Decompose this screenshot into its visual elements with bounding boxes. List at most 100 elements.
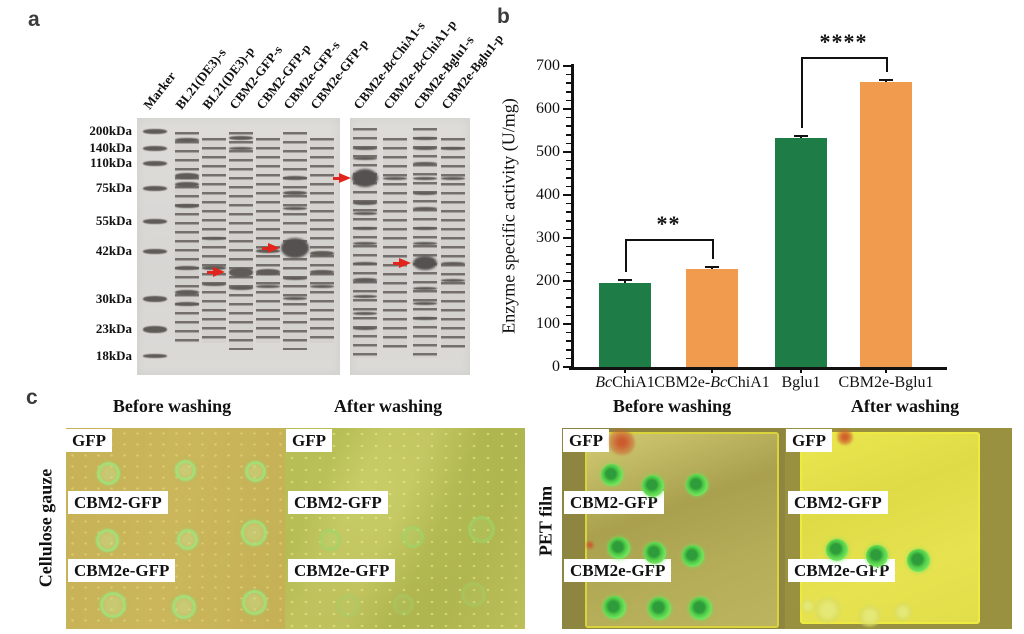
marker-weight-label: 23kDa bbox=[95, 321, 132, 336]
fluorescent-spot bbox=[467, 515, 495, 543]
gel-band bbox=[353, 201, 377, 205]
gel-band-strong bbox=[413, 256, 437, 270]
y-minor-tick bbox=[566, 159, 571, 162]
row-label: CBM2e-GFP bbox=[68, 559, 176, 583]
fluorescent-spot bbox=[608, 537, 630, 559]
sig-bracket-top bbox=[801, 56, 889, 60]
gel-band bbox=[353, 278, 377, 282]
fluorescent-spot bbox=[859, 605, 881, 627]
fluorescent-spot bbox=[894, 603, 912, 621]
y-tick-label: 200 bbox=[536, 272, 560, 289]
gel-band bbox=[175, 204, 199, 208]
y-minor-tick bbox=[566, 116, 571, 119]
error-whisker bbox=[624, 279, 626, 284]
side-label-pet-film: PET film bbox=[535, 485, 556, 557]
sig-bracket-left bbox=[625, 238, 628, 272]
significance-stars: ** bbox=[656, 210, 681, 236]
gel-band bbox=[283, 191, 307, 195]
bar-BcChiA1 bbox=[599, 283, 651, 367]
sig-bracket-right bbox=[712, 238, 715, 260]
y-tick-label: 100 bbox=[536, 315, 560, 332]
y-major-tick bbox=[563, 151, 571, 153]
gel-band bbox=[143, 160, 167, 166]
x-category-label: BcChiA1 bbox=[595, 374, 655, 391]
error-whisker bbox=[800, 136, 802, 139]
photo-pet-after-washing bbox=[785, 428, 1012, 629]
gel-band bbox=[353, 226, 377, 230]
gel-band bbox=[143, 248, 167, 254]
fluorescent-spot bbox=[336, 593, 360, 617]
row-label: GFP bbox=[563, 429, 609, 453]
gel-lane-smear bbox=[229, 132, 253, 350]
fluorescent-spot bbox=[96, 461, 120, 485]
y-tick-label: 300 bbox=[536, 229, 560, 246]
gel-band bbox=[353, 326, 377, 330]
gel-lane-smear bbox=[175, 132, 199, 343]
y-minor-tick bbox=[566, 340, 571, 342]
band-arrow-icon bbox=[333, 173, 351, 183]
y-axis-label: Enzyme specific activity (U/mg) bbox=[498, 98, 519, 334]
y-minor-tick bbox=[566, 349, 571, 351]
gel-lane-smear bbox=[383, 138, 407, 348]
x-tick bbox=[624, 367, 626, 373]
col-header-pet-before: Before washing bbox=[612, 396, 732, 416]
gel-image-1 bbox=[137, 118, 340, 375]
y-major-tick bbox=[563, 194, 571, 196]
fluorescent-spot bbox=[602, 595, 626, 619]
col-header-gauze-after: After washing bbox=[333, 396, 443, 416]
fluorescent-spot bbox=[402, 526, 424, 548]
y-minor-tick bbox=[566, 263, 571, 265]
fluorescent-spot bbox=[801, 599, 815, 613]
error-cap bbox=[618, 278, 632, 281]
fluorescent-spot bbox=[100, 592, 126, 618]
y-minor-tick bbox=[566, 271, 571, 274]
gel-band bbox=[175, 173, 199, 179]
gel-band bbox=[353, 211, 377, 215]
significance-stars: **** bbox=[819, 28, 868, 54]
gel-band bbox=[143, 325, 167, 333]
fluorescent-spot bbox=[609, 429, 635, 455]
y-major-tick bbox=[563, 280, 571, 282]
gel-band bbox=[143, 296, 167, 302]
gel-band bbox=[283, 296, 307, 300]
row-label: CBM2-GFP bbox=[288, 491, 388, 515]
y-minor-tick bbox=[566, 245, 571, 248]
gel-band bbox=[310, 284, 334, 288]
bar-CBM2e-BcChiA1 bbox=[686, 268, 738, 367]
gel-band bbox=[175, 181, 199, 187]
y-axis-line bbox=[571, 64, 574, 369]
col-header-gauze-before: Before washing bbox=[112, 396, 232, 416]
y-minor-tick bbox=[566, 125, 571, 127]
y-minor-tick bbox=[566, 288, 571, 291]
fluorescent-spot bbox=[686, 474, 708, 496]
row-label: CBM2e-GFP bbox=[564, 559, 672, 583]
fluorescent-spot bbox=[642, 475, 664, 497]
band-arrow-icon bbox=[393, 258, 411, 268]
gel-band bbox=[413, 286, 437, 290]
fluorescent-spot bbox=[241, 589, 267, 615]
y-minor-tick bbox=[566, 228, 571, 231]
fluorescent-spot bbox=[837, 429, 853, 445]
gel-band bbox=[383, 176, 407, 180]
gel-band bbox=[143, 354, 167, 358]
bar-Bglu1 bbox=[775, 138, 827, 367]
gel-band bbox=[229, 146, 253, 150]
row-label: CBM2-GFP bbox=[564, 491, 664, 515]
x-tick bbox=[711, 367, 713, 373]
y-tick-label: 600 bbox=[536, 100, 560, 117]
gel-band bbox=[175, 302, 199, 306]
gel-band bbox=[353, 156, 377, 160]
fluorescent-spot bbox=[682, 545, 704, 567]
gel-band bbox=[413, 176, 437, 180]
gel-image-2 bbox=[350, 118, 470, 375]
gel-lane-smear bbox=[310, 138, 334, 343]
gel-lane-smear bbox=[256, 138, 280, 343]
gel-band bbox=[229, 136, 253, 140]
y-major-tick bbox=[563, 237, 571, 239]
fluorescent-spot bbox=[95, 528, 119, 552]
gel-band bbox=[413, 136, 437, 140]
marker-weight-label: 42kDa bbox=[95, 243, 132, 258]
gel-band bbox=[353, 146, 377, 150]
photo-pet-before-washing bbox=[562, 428, 785, 629]
